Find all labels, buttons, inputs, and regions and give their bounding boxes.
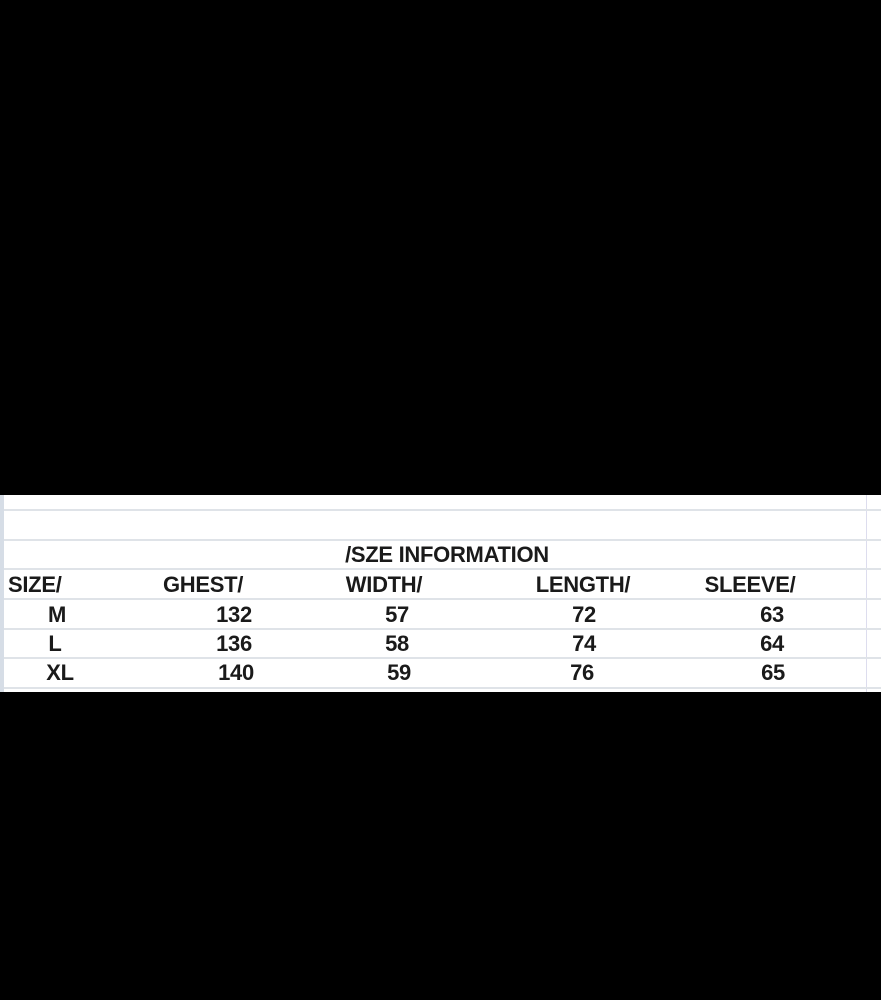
header-width: WIDTH/ <box>345 572 423 597</box>
cell-size: M <box>47 602 67 627</box>
sheet-right-edge <box>866 495 867 692</box>
cell-chest: 132 <box>216 602 252 627</box>
cell-sleeve: 65 <box>761 660 785 685</box>
cell-size: L <box>48 631 62 656</box>
header-size: SIZE/ <box>8 572 62 597</box>
gridline <box>4 657 881 659</box>
header-sleeve: SLEEVE/ <box>704 572 796 597</box>
cell-length: 72 <box>572 602 596 627</box>
gridline <box>4 687 881 689</box>
gridline <box>4 598 881 600</box>
cell-length: 76 <box>570 660 594 685</box>
cell-length: 74 <box>572 631 596 656</box>
cell-chest: 140 <box>218 660 254 685</box>
cell-chest: 136 <box>216 631 252 656</box>
gridline <box>4 539 881 541</box>
cell-sleeve: 63 <box>760 602 784 627</box>
gridline <box>4 509 881 511</box>
sheet-edge <box>0 495 4 692</box>
chart-title: /SZE INFORMATION <box>345 542 549 567</box>
cell-sleeve: 64 <box>760 631 784 656</box>
size-chart: /SZE INFORMATION SIZE/ GHEST/ WIDTH/ LEN… <box>0 495 881 692</box>
cell-size: XL <box>46 660 74 685</box>
header-length: LENGTH/ <box>535 572 631 597</box>
gridline <box>4 568 881 570</box>
cell-width: 57 <box>385 602 409 627</box>
header-chest: GHEST/ <box>162 572 244 597</box>
gridline <box>4 628 881 630</box>
cell-width: 59 <box>387 660 411 685</box>
cell-width: 58 <box>385 631 409 656</box>
